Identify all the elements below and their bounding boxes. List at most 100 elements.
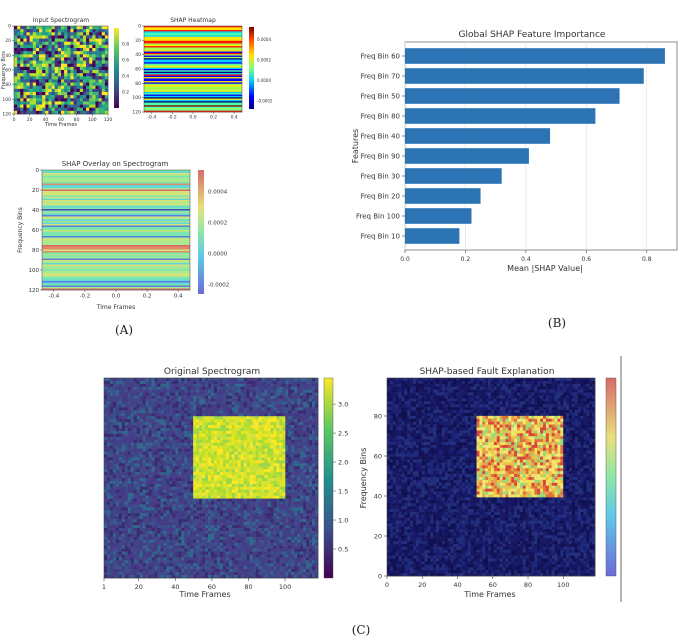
band bbox=[144, 38, 242, 40]
heatmap-cell bbox=[297, 530, 301, 535]
heatmap-cell bbox=[261, 475, 265, 479]
heatmap-cell bbox=[252, 395, 256, 399]
heatmap-cell bbox=[279, 410, 283, 414]
band bbox=[42, 288, 190, 291]
heatmap-cell bbox=[151, 392, 155, 396]
heatmap-cell bbox=[276, 448, 280, 452]
heatmap-cell bbox=[54, 38, 59, 43]
heatmap-cell bbox=[231, 395, 236, 399]
heatmap-cell bbox=[303, 501, 307, 505]
heatmap-cell bbox=[193, 516, 197, 520]
heatmap-cell bbox=[133, 472, 137, 476]
colorbar-tick-label: -0.0002 bbox=[208, 283, 229, 289]
heatmap-cell bbox=[64, 57, 68, 61]
heatmap-cell bbox=[219, 483, 224, 488]
heatmap-cell bbox=[300, 498, 304, 502]
heatmap-cell bbox=[199, 463, 203, 467]
heatmap-cell bbox=[42, 66, 46, 71]
heatmap-cell bbox=[151, 525, 155, 529]
heatmap-cell bbox=[279, 433, 283, 438]
heatmap-cell bbox=[297, 507, 301, 511]
heatmap-cell bbox=[175, 430, 179, 435]
heatmap-cell bbox=[178, 472, 182, 476]
heatmap-cell bbox=[273, 513, 277, 517]
heatmap-cell bbox=[261, 422, 265, 426]
heatmap-cell bbox=[142, 416, 146, 420]
heatmap-cell bbox=[26, 95, 30, 99]
heatmap-cell bbox=[255, 442, 259, 446]
heatmap-cell bbox=[205, 519, 209, 523]
heatmap-cell bbox=[136, 416, 140, 420]
heatmap-cell bbox=[211, 469, 215, 473]
heatmap-cell bbox=[64, 98, 68, 102]
heatmap-cell bbox=[67, 101, 71, 105]
heatmap-cell bbox=[142, 422, 146, 426]
heatmap-cell bbox=[82, 70, 87, 74]
heatmap-cell bbox=[142, 439, 146, 443]
heatmap-cell bbox=[285, 478, 289, 482]
heatmap-cell bbox=[48, 107, 52, 112]
heatmap-cell bbox=[148, 530, 152, 535]
heatmap-cell bbox=[190, 489, 194, 493]
heatmap-cell bbox=[237, 413, 242, 417]
heatmap-cell bbox=[133, 486, 137, 491]
heatmap-cell bbox=[142, 492, 146, 496]
heatmap-cell bbox=[121, 378, 126, 382]
heatmap-cell bbox=[64, 88, 68, 93]
heatmap-cell bbox=[234, 378, 239, 382]
heatmap-cell bbox=[222, 448, 227, 452]
heatmap-cell bbox=[285, 413, 289, 417]
heatmap-cell bbox=[166, 410, 170, 414]
heatmap-cell bbox=[45, 82, 49, 87]
heatmap-cell bbox=[196, 386, 200, 391]
band bbox=[144, 102, 242, 105]
heatmap-cell bbox=[276, 436, 280, 441]
heatmap-cell bbox=[169, 445, 173, 449]
heatmap-cell bbox=[79, 79, 84, 83]
heatmap-cell bbox=[104, 478, 108, 482]
heatmap-cell bbox=[237, 522, 242, 526]
heatmap-cell bbox=[115, 530, 120, 535]
heatmap-cell bbox=[190, 525, 194, 529]
heatmap-cell bbox=[213, 498, 218, 502]
heatmap-cell bbox=[240, 389, 244, 393]
heatmap-cell bbox=[181, 504, 185, 508]
heatmap-cell bbox=[133, 489, 137, 493]
heatmap-cell bbox=[54, 95, 59, 99]
heatmap-cell bbox=[178, 522, 182, 526]
heatmap-cell bbox=[300, 475, 304, 479]
heatmap-cell bbox=[291, 519, 295, 523]
heatmap-cell bbox=[51, 51, 56, 55]
heatmap-cell bbox=[222, 398, 227, 402]
heatmap-cell bbox=[261, 425, 265, 429]
heatmap-cell bbox=[166, 422, 170, 426]
heatmap-cell bbox=[276, 510, 280, 514]
heatmap-cell bbox=[163, 507, 167, 511]
heatmap-cell bbox=[237, 463, 242, 467]
heatmap-cell bbox=[255, 401, 259, 405]
heatmap-cell bbox=[255, 404, 259, 408]
heatmap-cell bbox=[196, 507, 200, 511]
heatmap-cell bbox=[139, 530, 143, 535]
heatmap-cell bbox=[175, 495, 179, 499]
heatmap-cell bbox=[306, 492, 310, 496]
heatmap-cell bbox=[112, 466, 117, 470]
heatmap-cell bbox=[115, 507, 120, 511]
heatmap-cell bbox=[70, 29, 74, 33]
heatmap-cell bbox=[57, 57, 62, 61]
heatmap-cell bbox=[288, 498, 292, 502]
heatmap-cell bbox=[211, 442, 215, 446]
heatmap-cell bbox=[208, 428, 212, 432]
heatmap-cell bbox=[127, 463, 132, 467]
heatmap-cell bbox=[255, 528, 259, 532]
heatmap-cell bbox=[315, 401, 319, 405]
heatmap-cell bbox=[202, 507, 206, 511]
heatmap-cell bbox=[237, 498, 242, 502]
band bbox=[42, 219, 190, 222]
heatmap-cell bbox=[246, 530, 250, 535]
heatmap-cell bbox=[35, 60, 40, 65]
heatmap-cell bbox=[228, 498, 233, 502]
heatmap-cell bbox=[243, 433, 247, 438]
heatmap-cell bbox=[213, 525, 218, 529]
heatmap-cell bbox=[29, 95, 34, 99]
